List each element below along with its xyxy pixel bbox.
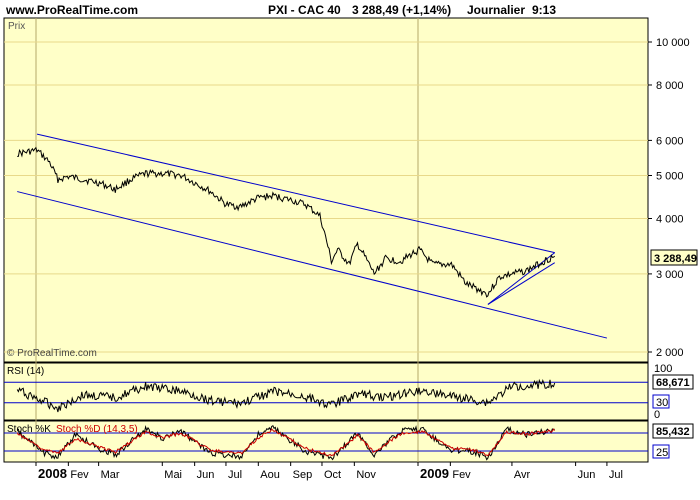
rsi-level-tag: 30 (656, 397, 668, 409)
stoch-series (16, 424, 556, 461)
price-tick-label: 4 000 (656, 213, 684, 225)
channel-line-2 (487, 252, 556, 305)
stoch-k-line (16, 424, 555, 461)
stoch-level-tag: 25 (656, 447, 668, 459)
stoch-d-label: Stoch %D (14,3,5) (56, 424, 138, 435)
rsi-tick-0: 0 (654, 409, 660, 421)
x-tick-label: 2009 (420, 466, 449, 481)
rsi-panel (3, 362, 649, 421)
x-tick-label: Mai (164, 469, 182, 481)
x-tick-label: Oct (324, 469, 341, 481)
x-tick-label: 2008 (38, 466, 67, 481)
price-line (17, 146, 556, 298)
stoch-last-tag-bg (652, 423, 694, 439)
rsi-tick-100: 100 (654, 363, 672, 375)
x-tick-label: Sep (293, 469, 313, 481)
price-series (17, 146, 556, 298)
x-tick-label: Jul (228, 469, 242, 481)
x-tick-label: Fev (70, 469, 89, 481)
time-axis: 2008 Fev Mar Mai Jun Jul Aou Sep Oct Nov 2009 Fev Av… (35, 462, 623, 481)
last-price-tag: 3 288,49 (654, 253, 697, 265)
price-tick-label: 2 000 (656, 347, 684, 359)
stoch-d-line (16, 428, 556, 457)
watermark: © ProRealTime.com (7, 348, 97, 359)
trend-channel-lines (17, 133, 608, 339)
channel-line-3 (487, 262, 555, 305)
x-tick-label: Jun (197, 469, 215, 481)
stoch-level-tag-bg (652, 444, 670, 459)
stoch-k-label: Stoch %K (7, 424, 51, 435)
stoch-last-tag: 85,432 (656, 426, 690, 438)
rsi-last-tag-bg (652, 374, 694, 390)
price-panel-label: Prix (8, 21, 25, 32)
price-grid (4, 41, 648, 353)
rsi-line (16, 378, 556, 413)
price-tick-label: 5 000 (656, 171, 684, 183)
channel-line-1 (17, 191, 608, 339)
instrument-name: PXI - CAC 40 (268, 3, 341, 17)
x-tick-label: Jun (578, 469, 596, 481)
channel-line-0 (36, 133, 555, 254)
x-tick-label: Nov (356, 469, 376, 481)
price-tick-label: 8 000 (656, 80, 684, 92)
price-tick-label: 6 000 (656, 135, 684, 147)
x-tick-label: Aou (260, 469, 280, 481)
price-tick-label: 10 000 (656, 37, 690, 49)
last-price-tag-bg (650, 249, 698, 266)
rsi-label: RSI (14) (7, 366, 44, 377)
x-tick-label: Avr (514, 469, 531, 481)
rsi-series (16, 378, 556, 413)
x-tick-label: Jul (609, 469, 623, 481)
time-label: 9:13 (532, 3, 556, 17)
price-change: 3 288,49 (+1,14%) (352, 3, 451, 17)
price-axis: 10 000 8 000 6 000 5 000 4 000 3 000 2 000 (648, 37, 690, 359)
x-tick-label: Fev (452, 469, 471, 481)
period-label: Journalier (467, 3, 525, 17)
rsi-last-tag: 68,671 (656, 377, 690, 389)
x-tick-label: Mar (101, 469, 120, 481)
site-name: www.ProRealTime.com (5, 3, 138, 17)
rsi-level-tag-bg (652, 394, 670, 409)
price-tick-label: 3 000 (656, 269, 684, 281)
price-panel (3, 17, 649, 363)
